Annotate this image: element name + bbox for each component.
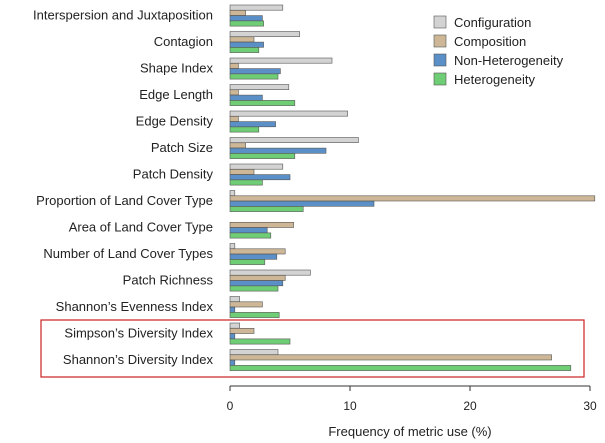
bar-heterogeneity [229, 285, 279, 292]
bar-composition [229, 327, 255, 334]
bar-non-heterogeneity [229, 253, 278, 260]
bar-non-heterogeneity [229, 15, 263, 22]
legend: Configuration Composition Non-Heterogeneit… [433, 15, 564, 87]
category-label: Interspersion and Juxtaposition [33, 8, 213, 23]
x-axis: 0 10 20 30 [227, 385, 597, 413]
category-label: Shape Index [140, 61, 214, 76]
bar-configuration [229, 190, 236, 196]
bar-composition [229, 195, 596, 202]
bar-configuration [229, 163, 284, 170]
category-label: Contagion [154, 34, 213, 49]
bar-non-heterogeneity [229, 333, 236, 340]
category-label: Edge Density [136, 114, 214, 129]
bar-configuration [229, 57, 333, 64]
category-label: Edge Length [139, 87, 213, 102]
bar-non-heterogeneity [229, 280, 284, 287]
bar-non-heterogeneity [229, 121, 276, 128]
category-label: Patch Size [151, 140, 213, 155]
bar-composition [229, 169, 255, 175]
bar-non-heterogeneity [229, 41, 264, 48]
x-tick-label: 0 [227, 399, 234, 413]
category-label: Simpson’s Diversity Index [64, 326, 213, 341]
bar-heterogeneity [229, 73, 279, 80]
bar-heterogeneity [229, 126, 260, 133]
bar-composition [229, 301, 263, 308]
legend-label: Configuration [454, 15, 531, 30]
legend-label: Composition [454, 34, 526, 49]
bar-heterogeneity [229, 232, 272, 239]
bar-heterogeneity [229, 153, 296, 159]
bars-layer [229, 4, 596, 371]
bar-composition [229, 89, 239, 96]
highlight-box [40, 319, 585, 378]
bar-heterogeneity [229, 338, 291, 345]
bar-heterogeneity [229, 206, 304, 212]
bar-non-heterogeneity [229, 227, 268, 234]
bar-non-heterogeneity [229, 147, 327, 154]
bar-non-heterogeneity [229, 94, 263, 101]
bar-configuration [229, 110, 348, 117]
category-label: Shannon’s Diversity Index [63, 352, 214, 367]
x-tick-label: 20 [463, 399, 477, 413]
bar-composition [229, 222, 294, 228]
bar-non-heterogeneity [229, 174, 291, 181]
bar-heterogeneity [229, 20, 264, 27]
bar-configuration [229, 322, 240, 329]
highlight-box-layer [40, 319, 585, 378]
bar-composition [229, 36, 255, 43]
bar-configuration [229, 137, 359, 143]
bar-configuration [229, 269, 311, 276]
bar-composition [229, 10, 246, 16]
bar-configuration [229, 296, 240, 302]
category-label: Shannon’s Evenness Index [56, 299, 214, 314]
bar-heterogeneity [229, 100, 296, 106]
legend-label: Non-Heterogeneity [454, 53, 564, 68]
bar-composition [229, 116, 239, 122]
category-label: Area of Land Cover Type [69, 220, 213, 235]
bar-composition [229, 274, 286, 281]
category-label: Number of Land Cover Types [43, 246, 213, 261]
bar-composition [229, 248, 286, 255]
category-label: Patch Richness [123, 273, 214, 288]
bar-configuration [229, 4, 284, 11]
bar-composition [229, 142, 246, 149]
x-axis-title: Frequency of metric use (%) [328, 424, 491, 439]
bar-configuration [229, 31, 300, 37]
category-labels: Interspersion and Juxtaposition Contagion… [33, 8, 213, 368]
bar-configuration [229, 84, 290, 90]
bar-heterogeneity [229, 179, 263, 186]
bar-heterogeneity [229, 47, 260, 53]
legend-label: Heterogeneity [454, 72, 535, 87]
legend-swatch [433, 72, 447, 86]
category-label: Patch Density [133, 167, 214, 182]
legend-swatch [433, 53, 447, 67]
legend-swatch [433, 15, 447, 29]
category-label: Proportion of Land Cover Type [36, 193, 213, 208]
bar-configuration [229, 349, 279, 355]
legend-swatch [433, 34, 447, 48]
bar-non-heterogeneity [229, 359, 236, 366]
x-tick-label: 10 [343, 399, 357, 413]
x-tick-label: 30 [583, 399, 597, 413]
bar-heterogeneity [229, 365, 572, 371]
bar-non-heterogeneity [229, 306, 236, 313]
bar-composition [229, 354, 552, 361]
bar-non-heterogeneity [229, 200, 375, 207]
bar-configuration [229, 243, 236, 249]
bar-non-heterogeneity [229, 68, 281, 75]
bar-heterogeneity [229, 312, 280, 318]
bar-composition [229, 62, 239, 69]
bar-heterogeneity [229, 259, 266, 265]
